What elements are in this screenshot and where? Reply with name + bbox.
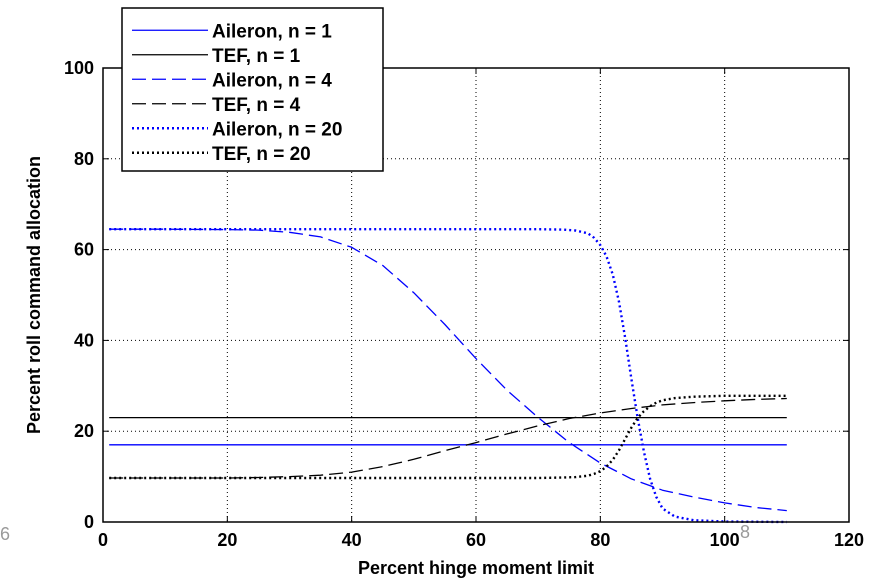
series-line-4: [109, 397, 787, 479]
y-tick-label: 80: [74, 149, 94, 169]
page-number-right: 8: [740, 522, 751, 542]
y-axis-label: Percent roll command allocation: [24, 156, 44, 434]
legend: Aileron, n = 1 TEF, n = 1 Aileron, n = 4 TE…: [121, 7, 384, 172]
x-tick-label: 60: [466, 530, 486, 550]
series-group: [109, 227, 787, 524]
y-tick-label: 100: [64, 58, 94, 78]
x-axis-label: Percent hinge moment limit: [358, 558, 594, 578]
x-tick-label: 80: [590, 530, 610, 550]
y-tick-label: 60: [74, 240, 94, 260]
legend-label-1: Aileron, n = 1: [212, 21, 332, 42]
axis-ticks: 0 20 40 60 80 100 120 0 20 40 60 80 100: [64, 58, 864, 550]
series-line-5: [109, 227, 787, 524]
legend-label-3: Aileron, n = 4: [212, 70, 332, 91]
legend-label-2: TEF, n = 1: [212, 46, 301, 67]
page-number-left: 6: [0, 524, 11, 544]
x-tick-label: 100: [710, 530, 740, 550]
legend-label-5: Aileron, n = 20: [212, 119, 342, 140]
x-tick-label: 40: [342, 530, 362, 550]
legend-label-6: TEF, n = 20: [212, 144, 311, 165]
legend-box: [121, 7, 384, 172]
series-line-3: [109, 228, 787, 512]
x-tick-label: 120: [834, 530, 864, 550]
series-line-6: [109, 394, 787, 480]
x-tick-label: 0: [98, 530, 108, 550]
y-tick-label: 40: [74, 330, 94, 350]
x-tick-label: 20: [217, 530, 237, 550]
y-tick-label: 20: [74, 421, 94, 441]
y-tick-label: 0: [84, 512, 94, 532]
legend-label-4: TEF, n = 4: [212, 95, 301, 116]
